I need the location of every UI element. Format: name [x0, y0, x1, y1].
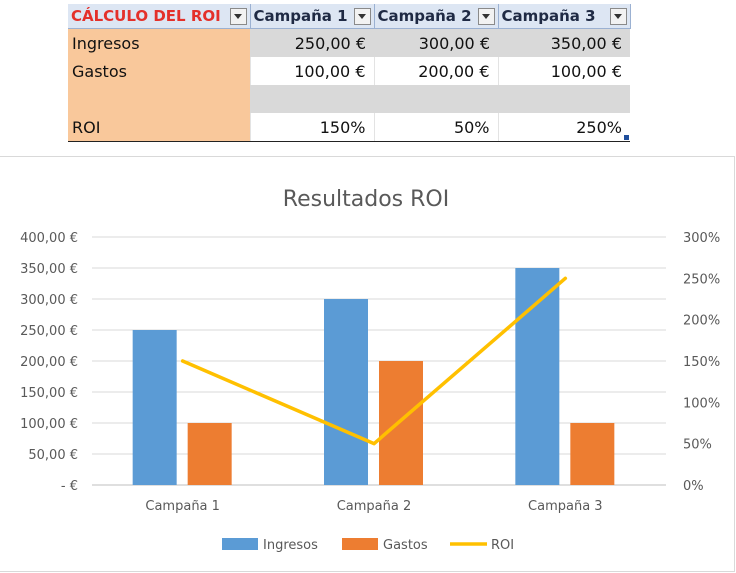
table-row-gastos: Gastos 100,00 € 200,00 € 100,00 €: [68, 57, 630, 85]
cell-gastos-3[interactable]: 100,00 €: [497, 57, 630, 85]
bar-gastos-2: [379, 361, 423, 485]
right-axis-tick-label: 200%: [683, 314, 720, 329]
cell-gastos-1[interactable]: 100,00 €: [249, 57, 374, 85]
legend-label-roi: ROI: [491, 538, 514, 553]
cell-blank-1[interactable]: [250, 85, 374, 113]
bar-ingresos-1: [132, 330, 177, 485]
cell-ingresos-1[interactable]: 250,00 €: [250, 28, 374, 57]
roi-table: CÁLCULO DEL ROI Campaña 1 Campaña 2 Camp…: [68, 4, 631, 142]
filter-dropdown-icon[interactable]: [353, 7, 371, 25]
legend-label-gastos: Gastos: [383, 538, 428, 553]
cell-ingresos-2[interactable]: 300,00 €: [374, 28, 498, 57]
right-axis-tick-label: 250%: [683, 272, 720, 287]
header-cell-campaign-1: Campaña 1: [250, 4, 375, 29]
header-title-label: CÁLCULO DEL ROI: [71, 7, 221, 25]
cell-blank-2[interactable]: [374, 85, 498, 113]
bar-gastos-3: [570, 423, 615, 485]
row-label-blank[interactable]: [68, 85, 250, 113]
legend-label-ingresos: Ingresos: [263, 538, 318, 553]
table-row-roi: ROI 150% 50% 250%: [68, 113, 630, 142]
filter-dropdown-icon[interactable]: [477, 7, 495, 25]
table-header-row: CÁLCULO DEL ROI Campaña 1 Campaña 2 Camp…: [68, 4, 631, 29]
bar-ingresos-2: [324, 299, 368, 485]
table-row-blank: [68, 85, 630, 113]
header-campaign-2-label: Campaña 2: [377, 7, 472, 25]
bar-gastos-1: [187, 423, 232, 485]
left-axis-tick-label: 300,00 €: [20, 293, 78, 308]
x-axis-tick-label: Campaña 3: [528, 499, 603, 514]
right-axis-tick-label: 0%: [683, 479, 704, 494]
cell-roi-1[interactable]: 150%: [249, 113, 374, 142]
row-label-ingresos[interactable]: Ingresos: [68, 28, 250, 57]
right-axis-tick-label: 50%: [683, 438, 712, 453]
table-row-ingresos: Ingresos 250,00 € 300,00 € 350,00 €: [68, 28, 630, 57]
header-cell-campaign-2: Campaña 2: [374, 4, 499, 29]
right-axis-tick-label: 300%: [683, 231, 720, 246]
left-axis-tick-label: 350,00 €: [20, 262, 78, 277]
left-axis-tick-label: 100,00 €: [20, 417, 78, 432]
header-campaign-1-label: Campaña 1: [253, 7, 348, 25]
left-axis-tick-label: 200,00 €: [20, 355, 78, 370]
header-cell-campaign-3: Campaña 3: [498, 4, 631, 29]
left-axis-tick-label: - €: [61, 479, 78, 494]
chart-title: Resultados ROI: [283, 187, 449, 212]
selection-fill-handle[interactable]: [624, 135, 629, 140]
cell-roi-3[interactable]: 250%: [497, 113, 630, 142]
left-axis-tick-label: 50,00 €: [28, 448, 78, 463]
filter-dropdown-icon[interactable]: [609, 7, 627, 25]
right-axis-tick-label: 100%: [683, 396, 720, 411]
cell-ingresos-3[interactable]: 350,00 €: [498, 28, 630, 57]
cell-roi-2[interactable]: 50%: [373, 113, 498, 142]
cell-blank-3[interactable]: [498, 85, 630, 113]
header-cell-title: CÁLCULO DEL ROI: [68, 4, 251, 29]
row-label-roi[interactable]: ROI: [68, 113, 250, 142]
header-campaign-3-label: Campaña 3: [501, 7, 596, 25]
left-axis-tick-label: 400,00 €: [20, 231, 78, 246]
legend-swatch-ingresos: [222, 538, 258, 550]
x-axis-tick-label: Campaña 2: [337, 499, 412, 514]
row-label-gastos[interactable]: Gastos: [68, 57, 250, 85]
filter-dropdown-icon[interactable]: [229, 7, 247, 25]
legend-swatch-gastos: [342, 538, 378, 550]
x-axis-tick-label: Campaña 1: [145, 499, 220, 514]
right-axis-tick-label: 150%: [683, 355, 720, 370]
left-axis-tick-label: 250,00 €: [20, 324, 78, 339]
left-axis-tick-label: 150,00 €: [20, 386, 78, 401]
cell-gastos-2[interactable]: 200,00 €: [373, 57, 498, 85]
